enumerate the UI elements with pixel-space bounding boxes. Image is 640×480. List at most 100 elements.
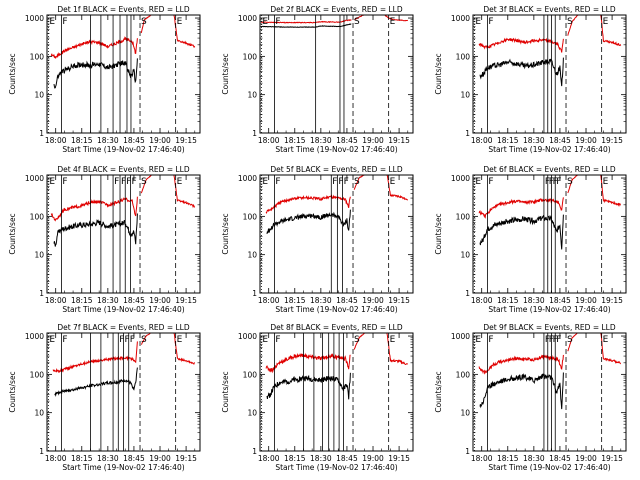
event-marker-label: F [488, 177, 493, 187]
panel-title: Det 9f BLACK = Events, RED = LLD [483, 323, 616, 332]
plot-frame [472, 14, 627, 134]
x-axis-label: Start Time (19-Nov-02 17:46:40) [62, 305, 184, 314]
y-tick-label: 10 [247, 251, 257, 260]
plot-frame [259, 174, 414, 294]
event-marker-label: F [114, 177, 119, 187]
y-tick-label: 100 [243, 52, 258, 61]
event-marker-label: E [603, 17, 609, 27]
x-tick-label: 18:45 [336, 136, 358, 145]
x-tick-label: 19:15 [175, 296, 197, 305]
x-axis-label: Start Time (19-Nov-02 17:46:40) [275, 145, 397, 154]
event-marker-label: E [475, 17, 481, 27]
events-line-seg-1 [479, 57, 564, 87]
panel-title: Det 4f BLACK = Events, RED = LLD [57, 165, 190, 174]
y-tick-label: 1 [465, 447, 470, 456]
x-tick-label: 19:15 [388, 296, 410, 305]
event-marker-label: S [354, 335, 360, 345]
plot-frame [46, 14, 201, 134]
x-tick-label: 18:00 [471, 136, 493, 145]
y-tick-label: 100 [30, 370, 45, 379]
event-marker-label: F [126, 177, 131, 187]
event-marker-label: E [177, 335, 183, 345]
lld-line-seg-2 [354, 15, 409, 22]
event-marker-label: E [49, 177, 55, 187]
y-tick-label: 1 [39, 447, 44, 456]
x-tick-label: 18:15 [284, 454, 306, 463]
event-marker-label: E [475, 335, 481, 345]
x-tick-label: 18:30 [523, 136, 545, 145]
y-tick-label: 1000 [451, 332, 470, 341]
x-tick-label: 18:15 [497, 136, 519, 145]
panel-det-9: Det 9f BLACK = Events, RED = LLDEFFFFFSE… [434, 323, 627, 472]
event-marker-label: E [603, 177, 609, 187]
event-marker-label: E [475, 177, 481, 187]
x-tick-label: 18:15 [497, 296, 519, 305]
y-tick-label: 10 [460, 91, 470, 100]
y-tick-label: 1000 [25, 332, 44, 341]
event-marker-label: S [354, 17, 360, 27]
series-group [50, 15, 196, 89]
plot-frame [472, 174, 627, 294]
x-tick-label: 18:45 [336, 296, 358, 305]
lld-line-seg-3 [386, 333, 408, 366]
x-tick-label: 18:30 [523, 296, 545, 305]
panel-det-6: Det 6f BLACK = Events, RED = LLDEFFFFFSE… [434, 165, 627, 314]
panel-title: Det 3f BLACK = Events, RED = LLD [483, 5, 616, 14]
x-tick-label: 19:15 [175, 136, 197, 145]
lld-line-seg-1 [52, 341, 138, 374]
y-tick-label: 10 [34, 251, 44, 260]
x-tick-label: 18:30 [97, 454, 119, 463]
event-marker-label: S [567, 17, 573, 27]
x-tick-label: 19:00 [575, 136, 597, 145]
event-marker-label: S [567, 335, 573, 345]
lld-line-seg-3 [173, 175, 196, 209]
lld-line-seg-3 [600, 175, 621, 207]
x-axis-label: Start Time (19-Nov-02 17:46:40) [488, 463, 610, 472]
y-tick-label: 1 [252, 447, 257, 456]
lld-line-seg-1 [478, 354, 564, 375]
x-tick-label: 19:00 [575, 296, 597, 305]
x-tick-label: 19:00 [575, 454, 597, 463]
lld-line-seg-1 [265, 352, 351, 374]
events-line-seg-1 [260, 23, 352, 28]
x-tick-label: 18:15 [71, 454, 93, 463]
event-marker-label: F [332, 177, 337, 187]
y-tick-label: 100 [243, 212, 258, 221]
events-line-seg-1 [479, 214, 564, 250]
x-tick-label: 19:15 [175, 454, 197, 463]
x-tick-label: 18:45 [549, 296, 571, 305]
x-axis-label: Start Time (19-Nov-02 17:46:40) [62, 463, 184, 472]
x-tick-label: 18:30 [97, 296, 119, 305]
event-marker-label: E [49, 335, 55, 345]
lld-line-seg-3 [600, 333, 621, 365]
x-tick-label: 18:00 [258, 454, 280, 463]
y-tick-label: 100 [456, 212, 471, 221]
y-axis-label: Counts/sec [434, 53, 443, 94]
x-axis-label: Start Time (19-Nov-02 17:46:40) [488, 145, 610, 154]
plot-frame [259, 14, 414, 134]
y-tick-label: 1000 [25, 14, 44, 23]
x-axis-label: Start Time (19-Nov-02 17:46:40) [275, 463, 397, 472]
event-marker-label: E [177, 17, 183, 27]
y-tick-label: 1000 [238, 14, 257, 23]
x-tick-label: 18:00 [258, 136, 280, 145]
event-marker-label: F [556, 177, 561, 187]
event-marker-label: S [141, 335, 147, 345]
x-axis-label: Start Time (19-Nov-02 17:46:40) [275, 305, 397, 314]
panel-title: Det 8f BLACK = Events, RED = LLD [270, 323, 403, 332]
x-tick-label: 19:00 [149, 136, 171, 145]
x-tick-label: 18:45 [123, 296, 145, 305]
lld-line-seg-3 [173, 15, 196, 48]
y-tick-label: 1000 [238, 174, 257, 183]
x-tick-label: 18:00 [258, 296, 280, 305]
x-tick-label: 18:00 [471, 454, 493, 463]
x-tick-label: 18:30 [310, 296, 332, 305]
x-tick-label: 18:00 [471, 296, 493, 305]
event-marker-label: F [119, 335, 124, 345]
lld-line-seg-2 [140, 333, 154, 345]
y-tick-label: 1000 [238, 332, 257, 341]
lld-line-seg-1 [478, 37, 564, 53]
